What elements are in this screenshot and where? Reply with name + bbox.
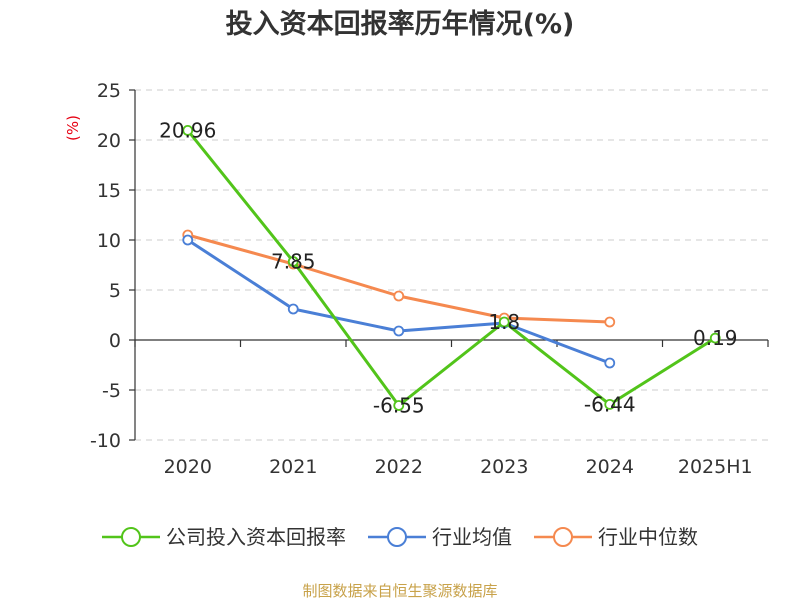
series-line [186,238,611,365]
y-tick-label: 25 [97,80,121,102]
data-label: 1.8 [488,310,520,334]
data-point[interactable] [287,303,299,315]
data-point[interactable] [182,234,194,246]
data-point[interactable] [498,316,510,328]
x-tick-label: 2025H1 [678,456,753,478]
data-point[interactable] [182,124,194,136]
y-tick-label: 5 [109,280,121,302]
y-axis-label: (%) [64,115,82,141]
data-source-note: 制图数据来自恒生聚源数据库 [302,582,497,600]
data-point[interactable] [287,256,299,267]
data-point[interactable] [604,316,616,328]
legend-item[interactable]: 行业均值 [368,525,512,549]
gridlines [135,89,768,441]
series-lines [182,124,721,411]
legend-marker [387,527,407,547]
chart-title: 投入资本回报率历年情况(%) [226,8,575,40]
y-tick-label: 0 [109,330,121,352]
legend-marker [553,527,573,547]
x-tick-label: 2022 [375,456,423,478]
series-line [187,233,610,324]
legend-label: 行业均值 [432,525,512,549]
y-tick-label: -5 [102,380,121,402]
legend-marker [121,527,141,547]
x-tick-label: 2020 [164,456,212,478]
legend-label: 行业中位数 [598,525,698,549]
data-label: 20.96 [159,118,216,142]
y-tick-label: -10 [90,430,121,452]
data-point[interactable] [604,398,616,410]
y-tick-label: 15 [97,180,121,202]
data-label: 7.85 [271,250,316,274]
data-point[interactable] [393,400,405,411]
data-labels: 20.96 7.85 -6.55 1.8 -6.44 0.19 [159,118,737,417]
data-point[interactable] [393,290,405,302]
series-line [186,129,717,407]
data-point[interactable] [709,332,721,344]
legend-label: 公司投入资本回报率 [166,525,346,549]
data-point[interactable] [604,357,616,369]
legend-item[interactable]: 行业中位数 [534,525,698,549]
data-label: 0.19 [693,326,738,350]
data-point[interactable] [393,325,405,337]
data-label: -6.55 [373,394,425,418]
legend[interactable]: 公司投入资本回报率 行业均值 行业中位数 [102,525,698,549]
data-label: -6.44 [584,392,636,416]
y-tick-label: 20 [97,130,121,152]
x-tick-label: 2023 [480,456,528,478]
y-tick-label: 10 [97,230,121,252]
axes: 25 20 15 10 5 0 -5 -10 2020 2021 2022 2023 2024 2025H… [90,80,769,478]
x-tick-label: 2024 [586,456,634,478]
legend-item[interactable]: 公司投入资本回报率 [102,525,346,549]
x-tick-label: 2021 [269,456,317,478]
